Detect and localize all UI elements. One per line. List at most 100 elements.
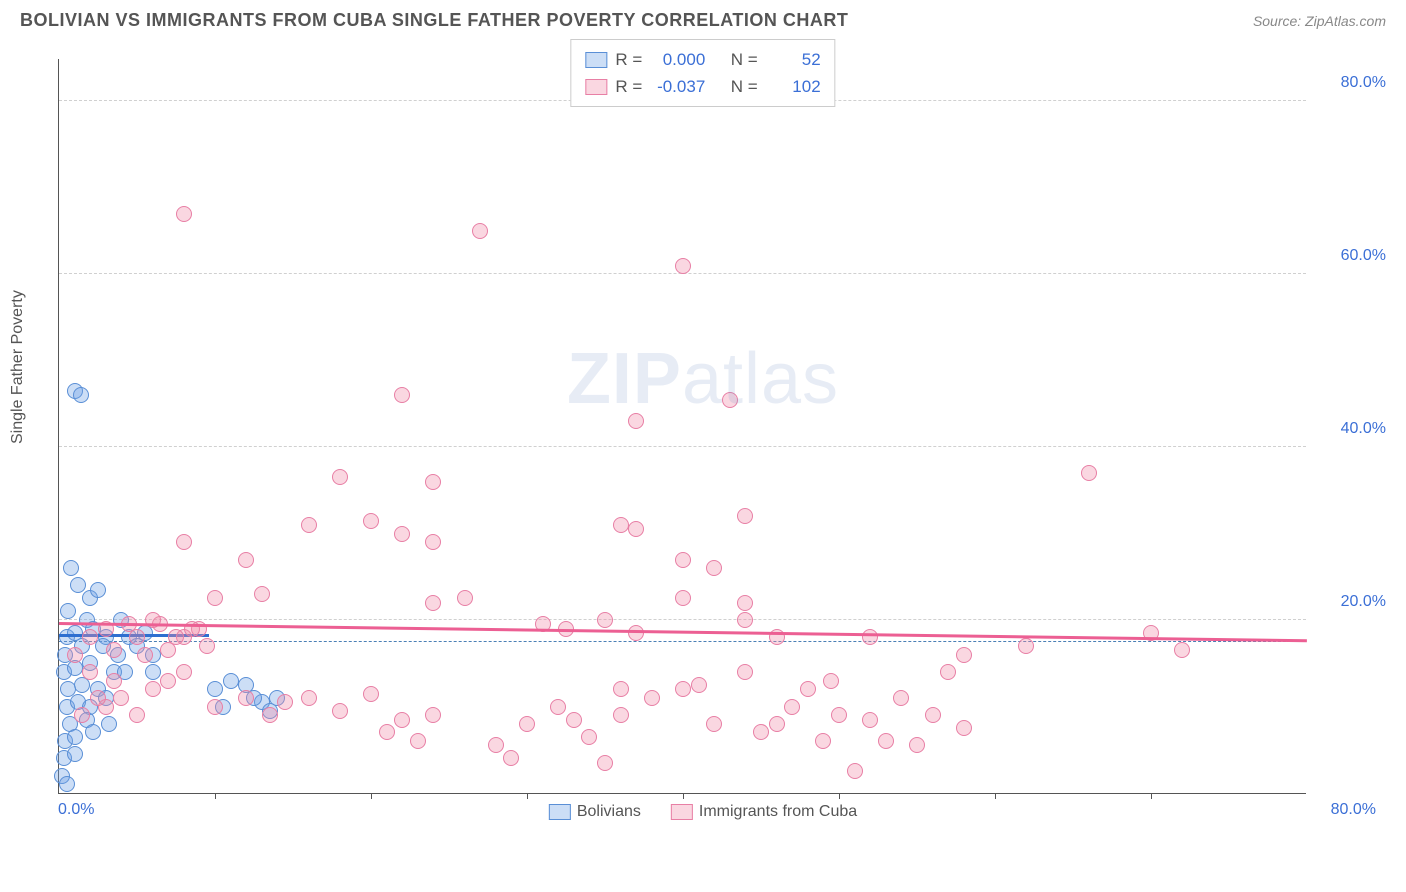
- data-point: [581, 729, 597, 745]
- data-point: [862, 712, 878, 728]
- trendline: [59, 622, 1307, 642]
- x-tick: [1151, 793, 1152, 799]
- data-point: [909, 737, 925, 753]
- data-point: [925, 707, 941, 723]
- data-point: [238, 552, 254, 568]
- data-point: [940, 664, 956, 680]
- data-point: [207, 590, 223, 606]
- data-point: [59, 776, 75, 792]
- data-point: [176, 534, 192, 550]
- data-point: [519, 716, 535, 732]
- data-point: [628, 413, 644, 429]
- data-point: [137, 647, 153, 663]
- data-point: [82, 664, 98, 680]
- y-tick-label: 80.0%: [1316, 74, 1386, 92]
- data-point: [223, 673, 239, 689]
- data-point: [956, 720, 972, 736]
- x-tick: [527, 793, 528, 799]
- stat-r-value: -0.037: [650, 73, 705, 100]
- data-point: [67, 746, 83, 762]
- data-point: [800, 681, 816, 697]
- stat-n-value: 52: [766, 46, 821, 73]
- data-point: [301, 690, 317, 706]
- data-point: [784, 699, 800, 715]
- data-point: [67, 647, 83, 663]
- data-point: [238, 690, 254, 706]
- data-point: [394, 387, 410, 403]
- data-point: [101, 716, 117, 732]
- data-point: [847, 763, 863, 779]
- data-point: [613, 707, 629, 723]
- x-tick: [683, 793, 684, 799]
- data-point: [675, 681, 691, 697]
- data-point: [893, 690, 909, 706]
- data-point: [628, 521, 644, 537]
- data-point: [628, 625, 644, 641]
- data-point: [675, 258, 691, 274]
- legend-series-label: Immigrants from Cuba: [699, 803, 857, 821]
- stat-r-label: R =: [615, 46, 642, 73]
- data-point: [613, 517, 629, 533]
- data-point: [129, 707, 145, 723]
- source-attribution: Source: ZipAtlas.com: [1253, 13, 1386, 29]
- data-point: [160, 673, 176, 689]
- data-point: [332, 469, 348, 485]
- data-point: [644, 690, 660, 706]
- data-point: [199, 638, 215, 654]
- data-point: [425, 474, 441, 490]
- series-legend: Bolivians Immigrants from Cuba: [549, 803, 857, 821]
- data-point: [675, 552, 691, 568]
- stat-n-label: N =: [731, 73, 758, 100]
- gridline: [59, 619, 1306, 620]
- data-point: [878, 733, 894, 749]
- data-point: [379, 724, 395, 740]
- legend-swatch: [585, 79, 607, 95]
- legend-series-item: Bolivians: [549, 803, 641, 821]
- legend-stat-row: R = -0.037 N = 102: [585, 73, 820, 100]
- data-point: [675, 590, 691, 606]
- legend-stat-row: R =0.000 N =52: [585, 46, 820, 73]
- data-point: [106, 673, 122, 689]
- data-point: [831, 707, 847, 723]
- x-tick: [839, 793, 840, 799]
- correlation-legend: R =0.000 N =52R = -0.037 N = 102: [570, 39, 835, 107]
- data-point: [113, 690, 129, 706]
- data-point: [737, 612, 753, 628]
- data-point: [176, 664, 192, 680]
- data-point: [550, 699, 566, 715]
- stat-r-label: R =: [615, 73, 642, 100]
- data-point: [207, 681, 223, 697]
- data-point: [753, 724, 769, 740]
- data-point: [410, 733, 426, 749]
- data-point: [425, 707, 441, 723]
- data-point: [815, 733, 831, 749]
- data-point: [207, 699, 223, 715]
- x-tick: [371, 793, 372, 799]
- stat-n-value: 102: [766, 73, 821, 100]
- data-point: [737, 595, 753, 611]
- data-point: [106, 642, 122, 658]
- data-point: [823, 673, 839, 689]
- x-axis-end-label: 80.0%: [1331, 801, 1376, 819]
- legend-swatch: [549, 804, 571, 820]
- data-point: [457, 590, 473, 606]
- chart-title: BOLIVIAN VS IMMIGRANTS FROM CUBA SINGLE …: [20, 10, 848, 31]
- data-point: [63, 560, 79, 576]
- chart-container: Single Father Poverty 20.0%40.0%60.0%80.…: [10, 39, 1396, 849]
- x-tick: [995, 793, 996, 799]
- legend-series-item: Immigrants from Cuba: [671, 803, 857, 821]
- data-point: [168, 629, 184, 645]
- reference-line: [59, 641, 1306, 642]
- data-point: [691, 677, 707, 693]
- data-point: [262, 707, 278, 723]
- data-point: [613, 681, 629, 697]
- legend-series-label: Bolivians: [577, 803, 641, 821]
- x-tick: [215, 793, 216, 799]
- data-point: [706, 716, 722, 732]
- data-point: [472, 223, 488, 239]
- data-point: [706, 560, 722, 576]
- data-point: [60, 603, 76, 619]
- data-point: [394, 712, 410, 728]
- y-tick-label: 40.0%: [1316, 420, 1386, 438]
- data-point: [597, 755, 613, 771]
